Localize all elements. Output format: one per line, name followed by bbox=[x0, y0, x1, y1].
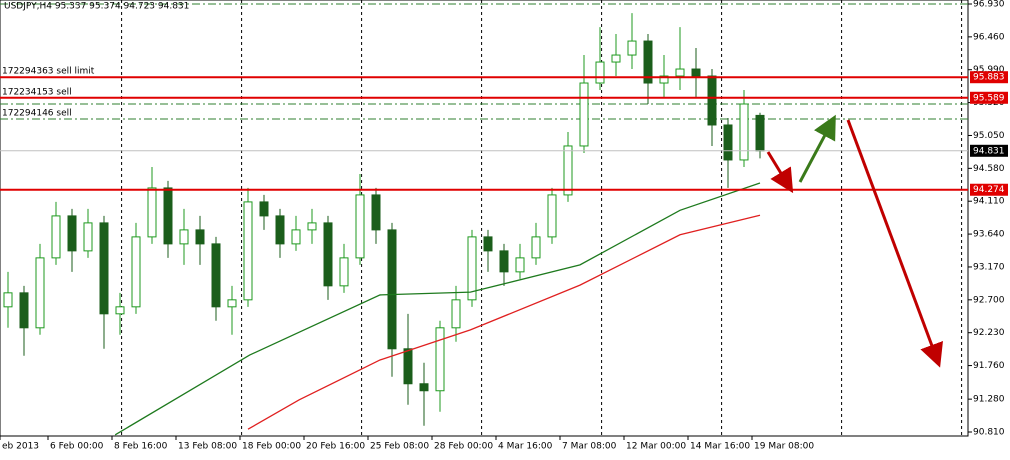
candle-body bbox=[227, 299, 237, 308]
y-tick-label: 92.700 bbox=[973, 295, 1005, 305]
y-tick-label: 95.050 bbox=[973, 131, 1005, 141]
x-tick-label: eb 2013 bbox=[2, 442, 39, 452]
moving-average bbox=[247, 214, 761, 430]
candle-body bbox=[355, 194, 365, 259]
x-tick-label: 14 Mar 16:00 bbox=[690, 442, 750, 452]
level-label: 172234153 sell bbox=[2, 87, 72, 97]
level-value: 94.274 bbox=[973, 185, 1005, 195]
candle-body bbox=[643, 40, 653, 84]
candle-body bbox=[259, 201, 269, 217]
plot-area bbox=[0, 0, 969, 437]
candle-body bbox=[467, 236, 477, 301]
y-tick-label: 96.460 bbox=[973, 32, 1005, 42]
candle-body bbox=[163, 187, 173, 245]
candle-body bbox=[147, 187, 157, 238]
candle-body bbox=[179, 229, 189, 245]
candle-body bbox=[755, 114, 765, 152]
candle-body bbox=[563, 145, 573, 196]
y-tick-label: 93.640 bbox=[973, 230, 1005, 240]
candle-body bbox=[739, 103, 749, 161]
x-tick-label: 28 Feb 00:00 bbox=[434, 442, 493, 452]
candle-body bbox=[707, 75, 717, 126]
candle-body bbox=[403, 348, 413, 385]
level-box bbox=[970, 183, 1008, 196]
order-label: 172294146 sell bbox=[2, 109, 72, 119]
candle-body bbox=[435, 327, 445, 392]
candle-body bbox=[51, 215, 61, 259]
x-tick-label: 25 Feb 08:00 bbox=[370, 442, 429, 452]
level-value: 95.883 bbox=[973, 73, 1005, 83]
x-tick-label: 19 Mar 08:00 bbox=[754, 442, 814, 452]
price-box bbox=[970, 144, 1008, 157]
y-tick-label: 93.170 bbox=[973, 262, 1005, 272]
candle-body bbox=[483, 236, 493, 252]
level-box bbox=[970, 91, 1008, 104]
y-tick-label: 94.580 bbox=[973, 164, 1005, 174]
annotation-arrow bbox=[766, 151, 794, 194]
x-tick-label: 13 Feb 08:00 bbox=[178, 442, 237, 452]
level-value: 95.589 bbox=[973, 93, 1005, 103]
x-tick-label: 7 Mar 08:00 bbox=[562, 442, 617, 452]
candle-body bbox=[659, 75, 669, 84]
x-tick-label: 20 Feb 16:00 bbox=[306, 442, 365, 452]
level-label: 172294363 sell limit bbox=[2, 67, 95, 77]
y-tick-label: 90.810 bbox=[973, 428, 1005, 438]
y-tick-label: 91.760 bbox=[973, 361, 1005, 371]
y-tick-label: 92.230 bbox=[973, 328, 1005, 338]
candle-body bbox=[515, 257, 525, 273]
candle-body bbox=[387, 229, 397, 350]
y-tick-label: 95.990 bbox=[973, 65, 1005, 75]
candle-body bbox=[627, 40, 637, 56]
candle-body bbox=[499, 250, 509, 273]
candle-body bbox=[691, 68, 701, 77]
candle-body bbox=[547, 194, 557, 238]
candle-body bbox=[3, 292, 13, 308]
candle-body bbox=[531, 236, 541, 259]
candle-body bbox=[275, 215, 285, 245]
candle-body bbox=[675, 68, 685, 77]
candle-body bbox=[19, 292, 29, 329]
y-tick-label: 96.930 bbox=[973, 0, 1005, 9]
candle-body bbox=[595, 61, 605, 84]
moving-average bbox=[114, 182, 761, 436]
candle-body bbox=[723, 124, 733, 161]
candle-body bbox=[131, 236, 141, 308]
candle-body bbox=[243, 201, 253, 301]
price-value: 94.831 bbox=[973, 146, 1005, 156]
x-tick-label: 18 Feb 00:00 bbox=[242, 442, 301, 452]
candle-body bbox=[211, 243, 221, 308]
candle-body bbox=[307, 222, 317, 231]
y-tick-label: 91.280 bbox=[973, 395, 1005, 405]
candle-body bbox=[371, 194, 381, 231]
y-tick-label: 94.110 bbox=[973, 197, 1005, 207]
x-tick-label: 6 Feb 00:00 bbox=[50, 442, 104, 452]
candle-body bbox=[611, 54, 621, 63]
annotation-arrow bbox=[798, 114, 836, 183]
candle-body bbox=[579, 82, 589, 147]
candle-body bbox=[419, 383, 429, 392]
candle-body bbox=[291, 229, 301, 245]
annotation-arrow bbox=[846, 119, 943, 368]
candle-body bbox=[339, 257, 349, 287]
candle-body bbox=[83, 222, 93, 252]
candle-body bbox=[323, 222, 333, 287]
candle-body bbox=[67, 215, 77, 252]
candle-body bbox=[35, 257, 45, 329]
candle-body bbox=[99, 222, 109, 315]
candle-body bbox=[451, 299, 461, 329]
level-box bbox=[970, 71, 1008, 84]
candle-body bbox=[115, 306, 125, 315]
x-tick-label: 12 Mar 00:00 bbox=[626, 442, 686, 452]
x-tick-label: 4 Mar 16:00 bbox=[498, 442, 553, 452]
x-tick-label: 8 Feb 16:00 bbox=[114, 442, 168, 452]
candle-body bbox=[195, 229, 205, 245]
chart-header: USDJPY,H4 95.337 95.374 94.723 94.831 bbox=[4, 2, 189, 12]
